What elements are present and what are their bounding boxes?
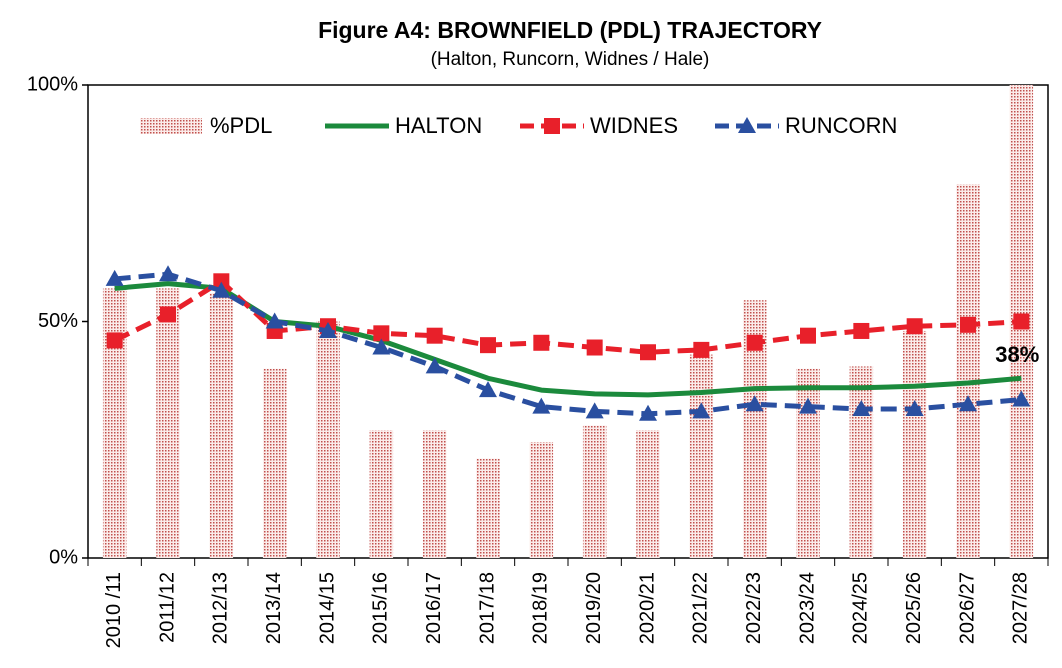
line <box>113 278 1022 355</box>
marker <box>1012 390 1031 407</box>
bar <box>369 430 394 558</box>
bar <box>209 293 234 558</box>
marker <box>959 395 977 412</box>
x-tick-label: 2015/16 <box>370 572 392 644</box>
x-tick-label: 2011/12 <box>156 572 178 643</box>
marker <box>533 334 550 351</box>
x-tick-label: 2014/15 <box>316 572 338 644</box>
marker <box>585 402 604 419</box>
marker <box>586 339 603 356</box>
bar <box>796 368 820 558</box>
y-tick-label: 100% <box>27 73 78 95</box>
marker <box>212 281 231 298</box>
bar <box>849 366 874 558</box>
x-tick-label: 2013/14 <box>263 572 285 644</box>
bar <box>742 300 767 558</box>
bar <box>582 425 607 558</box>
marker <box>372 338 391 355</box>
bar <box>316 321 340 558</box>
marker <box>692 402 711 419</box>
marker <box>106 332 123 349</box>
marker <box>800 327 816 344</box>
data-label: 38% <box>995 342 1039 367</box>
legend-label: HALTON <box>395 113 482 138</box>
marker <box>640 344 656 361</box>
marker <box>265 312 284 329</box>
x-tick-label: 2010 /11 <box>103 572 125 648</box>
x-tick-label: 2025/26 <box>903 572 925 644</box>
series-line <box>106 273 1030 361</box>
x-tick-label: 2021/22 <box>690 572 712 644</box>
marker <box>159 265 177 282</box>
marker <box>960 316 976 333</box>
bar <box>956 184 980 558</box>
bar <box>529 442 554 558</box>
marker <box>905 400 924 417</box>
y-tick-label: 0% <box>49 546 78 568</box>
bar <box>102 288 127 558</box>
series-line <box>105 265 1031 421</box>
legend-swatch <box>140 118 202 134</box>
chart-subtitle: (Halton, Runcorn, Widnes / Hale) <box>431 49 710 70</box>
bar <box>156 288 180 558</box>
marker <box>693 341 710 358</box>
marker <box>213 273 230 290</box>
marker <box>906 318 923 335</box>
marker <box>853 322 870 339</box>
bar <box>902 330 927 558</box>
marker <box>373 325 390 342</box>
bar <box>422 430 447 558</box>
marker <box>639 404 657 421</box>
x-tick-label: 2018/19 <box>530 572 552 644</box>
bar <box>636 430 660 558</box>
marker <box>160 306 176 323</box>
x-tick-label: 2022/23 <box>743 572 765 644</box>
marker <box>746 334 763 351</box>
legend-label: WIDNES <box>590 113 678 138</box>
marker <box>479 381 497 398</box>
series-line <box>114 281 1022 398</box>
y-tick-label: 50% <box>38 310 78 332</box>
bar <box>476 458 500 558</box>
marker <box>1013 313 1030 330</box>
x-tick-label: 2026/27 <box>956 572 978 644</box>
marker <box>738 117 756 133</box>
x-tick-label: 2012/13 <box>210 572 232 644</box>
legend-label: RUNCORN <box>785 113 897 138</box>
chart-title: Figure A4: BROWNFIELD (PDL) TRAJECTORY <box>318 17 822 43</box>
line <box>114 271 1022 417</box>
marker <box>426 327 443 344</box>
marker <box>745 395 764 412</box>
x-tick-label: 2016/17 <box>423 572 445 644</box>
marker <box>852 400 871 417</box>
x-tick-label: 2023/24 <box>796 572 818 644</box>
marker <box>544 118 560 134</box>
x-tick-label: 2020/21 <box>636 572 658 644</box>
legend-label: %PDL <box>210 113 272 138</box>
bar <box>689 354 714 558</box>
x-tick-label: 2024/25 <box>850 572 872 644</box>
x-tick-label: 2027/28 <box>1010 572 1032 644</box>
marker <box>799 397 817 414</box>
marker <box>480 337 496 354</box>
marker <box>105 269 124 286</box>
x-tick-label: 2019/20 <box>583 572 605 644</box>
line <box>114 281 1022 398</box>
marker <box>532 397 551 414</box>
x-tick-label: 2017/18 <box>476 572 498 644</box>
marker <box>319 321 337 338</box>
bar <box>262 368 287 558</box>
marker <box>425 357 444 374</box>
